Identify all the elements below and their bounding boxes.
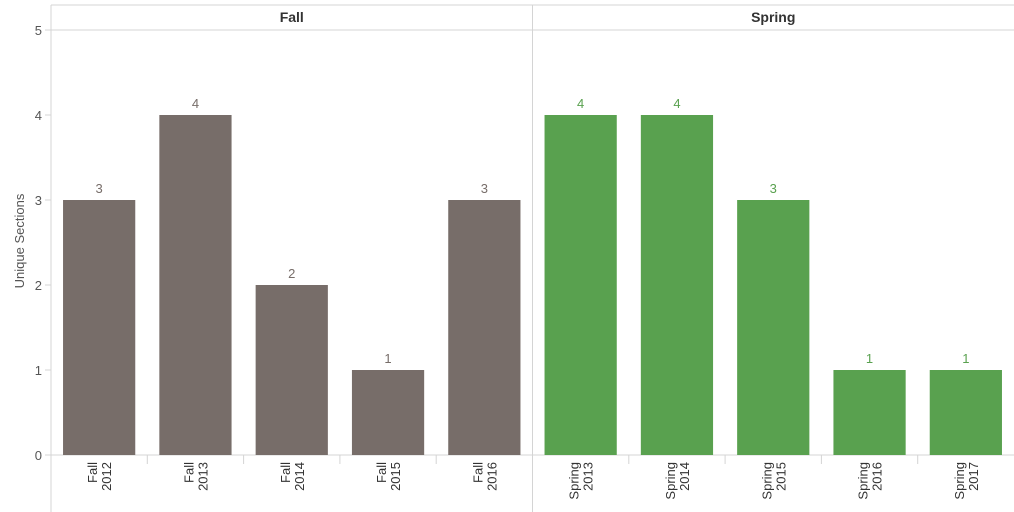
bar-value-label: 1 — [962, 351, 969, 366]
x-tick-label-line: 2016 — [484, 462, 499, 491]
x-tick-label-line: Fall — [374, 462, 389, 483]
x-tick-label-line: Fall — [85, 462, 100, 483]
bar — [63, 200, 136, 455]
x-tick-label-line: 2014 — [677, 462, 692, 491]
x-tick-label-line: Fall — [181, 462, 196, 483]
x-tick-label-line: 2013 — [581, 462, 596, 491]
x-tick-label-line: 2012 — [99, 462, 114, 491]
bar — [929, 370, 1002, 455]
x-tick-label-line: 2017 — [966, 462, 981, 491]
bar-value-label: 4 — [673, 96, 680, 111]
y-axis: Unique Sections 0 1 2 3 4 5 — [12, 23, 51, 463]
x-tick-label-line: 2016 — [870, 462, 885, 491]
bar — [159, 115, 232, 455]
panel-title: Fall — [280, 9, 304, 25]
y-tick-label: 4 — [35, 108, 42, 123]
x-tick-label-line: Spring — [567, 462, 582, 500]
y-tick-label: 2 — [35, 278, 42, 293]
panel-headers: Fall Spring — [280, 9, 796, 25]
x-tick-label-line: Spring — [663, 462, 678, 500]
bar-value-label: 1 — [384, 351, 391, 366]
bars — [63, 115, 1002, 455]
x-tick-label-line: Fall — [278, 462, 293, 483]
bar-value-label: 4 — [577, 96, 584, 111]
y-axis-title: Unique Sections — [12, 193, 27, 288]
x-tick-label: Fall 2013 — [181, 462, 210, 491]
x-tick-label: Fall 2016 — [470, 462, 499, 491]
x-tick-label-line: Spring — [952, 462, 967, 500]
x-tick-label-line: 2015 — [388, 462, 403, 491]
x-tick-label: Spring 2014 — [663, 462, 692, 500]
bar — [255, 285, 328, 455]
x-tick-label: Fall 2015 — [374, 462, 403, 491]
x-tick-label-line: Fall — [470, 462, 485, 483]
bar — [640, 115, 714, 455]
x-tick-label: Fall 2014 — [278, 462, 307, 491]
bar-value-label: 1 — [866, 351, 873, 366]
x-tick-label: Spring 2017 — [952, 462, 981, 500]
bar-value-label: 2 — [288, 266, 295, 281]
category-labels: Fall 2012 Fall 2013 Fall 2014 Fall 2015 Fall 2016… — [85, 462, 981, 500]
x-tick-label-line: 2015 — [773, 462, 788, 491]
bar-value-label: 3 — [770, 181, 777, 196]
x-tick-label: Fall 2012 — [85, 462, 114, 491]
y-tick-label: 1 — [35, 363, 42, 378]
x-tick-label: Spring 2016 — [856, 462, 885, 500]
value-labels: 3 4 2 1 3 4 4 3 1 1 — [96, 96, 970, 366]
panel-title: Spring — [751, 9, 795, 25]
bar — [833, 370, 906, 455]
bar-value-label: 4 — [192, 96, 199, 111]
x-tick-label-line: Spring — [759, 462, 774, 500]
x-tick-label-line: 2014 — [292, 462, 307, 491]
y-tick-label: 3 — [35, 193, 42, 208]
bar-value-label: 3 — [481, 181, 488, 196]
bar — [737, 200, 810, 455]
bar — [544, 115, 617, 455]
bar — [448, 200, 521, 455]
bar-value-label: 3 — [96, 181, 103, 196]
x-tick-label: Spring 2015 — [759, 462, 788, 500]
y-tick-label: 5 — [35, 23, 42, 38]
x-tick-label-line: Spring — [856, 462, 871, 500]
bar — [351, 370, 425, 455]
x-tick-label: Spring 2013 — [567, 462, 596, 500]
y-tick-label: 0 — [35, 448, 42, 463]
x-tick-label-line: 2013 — [195, 462, 210, 491]
